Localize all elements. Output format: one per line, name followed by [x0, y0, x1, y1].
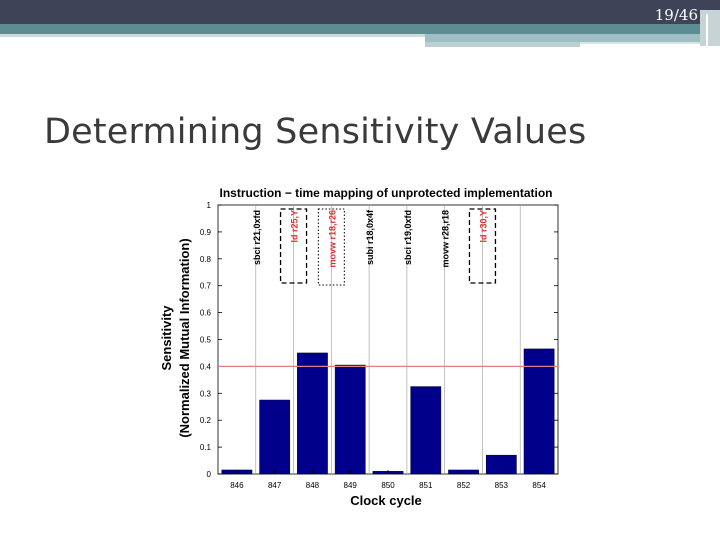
y-tick-label: 0.3: [200, 389, 212, 398]
top-bar: [0, 0, 720, 24]
x-tick-label: 848: [306, 481, 320, 490]
instruction-box: [317, 208, 345, 286]
slide-title: Determining Sensitivity Values: [44, 112, 587, 152]
x-axis-label: Clock cycle: [350, 493, 422, 508]
instruction-label: movw r28,r18: [441, 210, 451, 268]
bar: [410, 386, 442, 475]
header-band-thin: [425, 42, 580, 47]
header-band-mid: [425, 34, 700, 42]
bar: [523, 348, 555, 475]
y-tick-label: 0.9: [200, 228, 212, 237]
instruction-box: [279, 208, 308, 284]
header-band-light: [0, 34, 425, 37]
y-tick-label: 0.1: [200, 443, 212, 452]
instruction-label: sbci r21,0xfd: [252, 210, 262, 265]
y-tick-label: 0.7: [200, 282, 212, 291]
bar: [297, 352, 328, 475]
chart-title: Instruction − time mapping of unprotecte…: [219, 186, 552, 200]
x-tick-label: 852: [457, 481, 471, 490]
plot-area: 0 0.1 0.2 0.3 0.4 0.5 0.6 0.7 0.8 0.9 1 846 847 848 84…: [200, 201, 559, 490]
x-tick-label: 853: [495, 481, 509, 490]
instruction-label: movw r18,r26: [327, 210, 337, 268]
x-tick-label: 849: [344, 481, 358, 490]
x-tick-label: 854: [532, 481, 546, 490]
bar: [334, 364, 366, 475]
instruction-box: [468, 208, 497, 284]
y-tick-label: 1: [207, 201, 212, 210]
sensitivity-chart: Instruction − time mapping of unprotecte…: [159, 186, 559, 508]
header-band-line: [580, 42, 700, 44]
y-axis-label-sub: (Normalized Mutual Information): [177, 238, 192, 437]
x-tick-label: 850: [381, 481, 395, 490]
y-tick-label: 0.8: [200, 255, 212, 264]
instruction-label: ld r30,Y: [478, 210, 488, 243]
bar: [259, 399, 291, 475]
y-tick-label: 0.2: [200, 416, 212, 425]
instruction-label: ld r25,Y: [290, 210, 300, 243]
x-tick-label: 851: [419, 481, 433, 490]
y-tick-label: 0: [207, 470, 212, 479]
x-tick-label: 846: [230, 481, 244, 490]
header-corner: [700, 10, 720, 46]
y-tick-label: 0.4: [200, 362, 212, 371]
y-tick-label: 0.6: [200, 309, 212, 318]
header-band: [0, 24, 700, 34]
header-corner-line: [706, 14, 708, 46]
page-number: 19/46: [654, 6, 698, 24]
instruction-label: sbci r19,0xfd: [403, 210, 413, 265]
y-axis-label: Sensitivity: [159, 305, 174, 371]
x-tick-label: 847: [268, 481, 282, 490]
y-tick-label: 0.5: [200, 336, 212, 345]
instruction-label: subi r18,0x4f: [365, 209, 375, 265]
